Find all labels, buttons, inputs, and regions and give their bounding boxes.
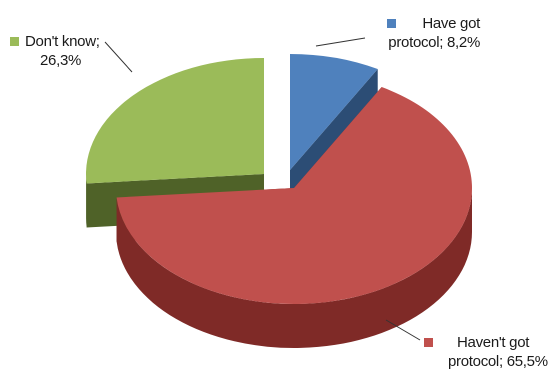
data-label-have-got-protocol: Have got protocol; 8,2%: [370, 14, 480, 52]
pie-slice-haven-t-got-protocol: [116, 87, 473, 304]
pie-slice-rim: [116, 188, 472, 349]
have-got-label-line1: Have got: [422, 15, 480, 32]
data-label-havent-got-protocol: Haven't got protocol; 65,5%: [424, 333, 552, 371]
leader-lines: [104, 37, 421, 341]
leader-line: [104, 41, 133, 73]
pie-slice-don-t-know: [86, 58, 265, 184]
leader-line: [315, 37, 366, 47]
leader-line: [385, 319, 421, 341]
havent-got-value: protocol; 65,5%: [448, 353, 548, 370]
data-label-dont-know: Don't know; 26,3%: [10, 32, 100, 70]
havent-got-swatch: [424, 338, 433, 347]
dont-know-swatch: [10, 37, 19, 46]
dont-know-label-line1: Don't know;: [25, 33, 100, 50]
havent-got-label-line1: Haven't got: [457, 334, 530, 351]
have-got-value: protocol; 8,2%: [388, 34, 480, 51]
pie-slice-rim: [86, 174, 87, 228]
have-got-swatch: [387, 19, 397, 28]
pie-slice-have-got-protocol: [290, 54, 378, 170]
pie-tops: [86, 54, 473, 304]
dont-know-value: 26,3%: [40, 52, 82, 69]
